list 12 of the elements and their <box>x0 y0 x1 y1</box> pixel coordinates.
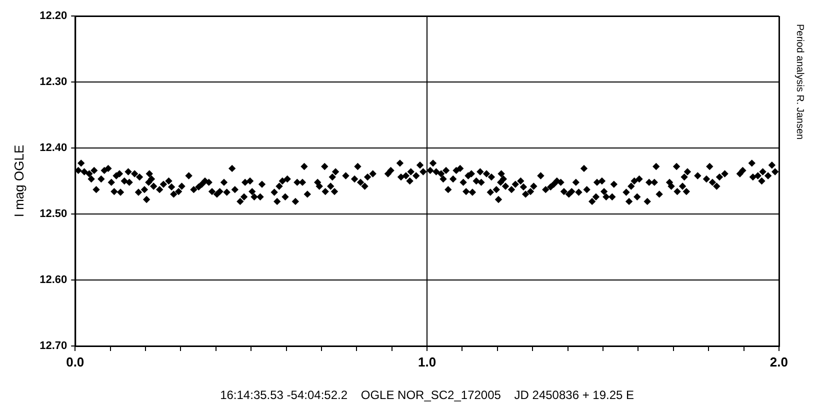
x-axis-title: 16:14:35.53 -54:04:52.2 OGLE NOR_SC2_172005 JD 2450836 + 19.25 E <box>220 388 634 402</box>
x-tick-label: 0.0 <box>66 354 84 370</box>
y-tick-label: 12.40 <box>40 142 68 154</box>
y-tick-label: 12.50 <box>40 208 68 220</box>
y-tick-label: 12.60 <box>40 274 68 286</box>
y-tick-label: 12.30 <box>40 76 68 88</box>
y-axis-title: I mag OGLE <box>11 144 26 218</box>
x-tick-label: 2.0 <box>770 354 788 370</box>
x-tick-label: 1.0 <box>418 354 436 370</box>
text: Period analysis R. Jansen <box>794 24 805 140</box>
y-tick-label: 12.20 <box>40 10 68 22</box>
y-tick-label: 12.70 <box>40 340 68 352</box>
